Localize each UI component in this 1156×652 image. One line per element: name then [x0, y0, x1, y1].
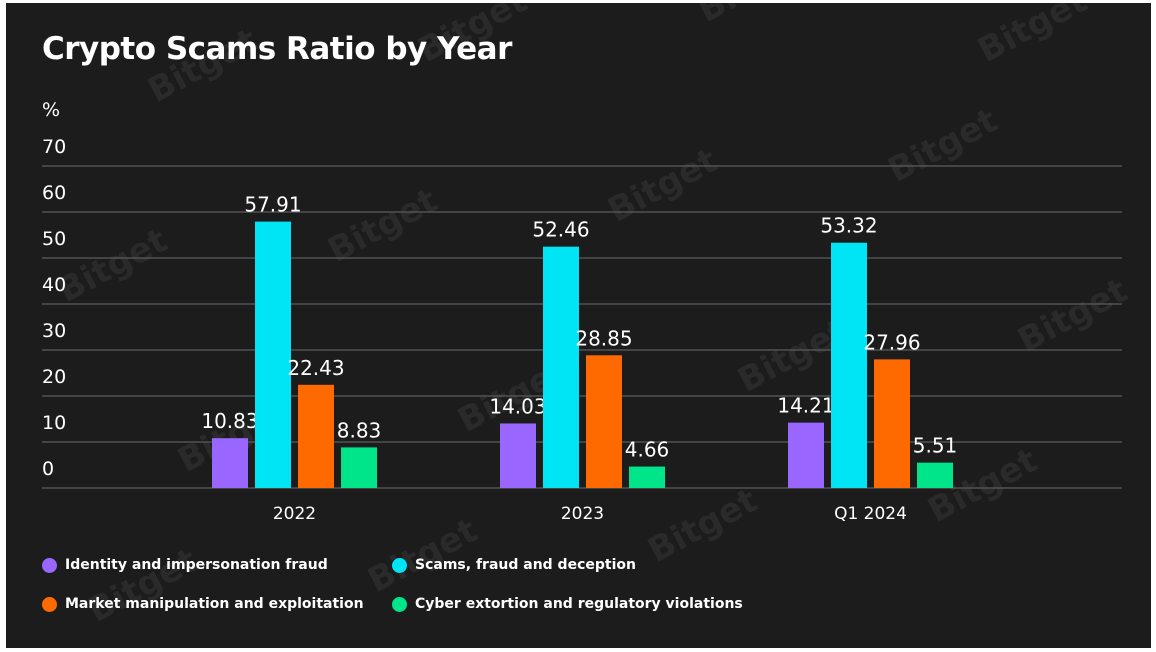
legend-label: Scams, fraud and deception [415, 557, 636, 573]
bar [831, 242, 867, 488]
bar [212, 438, 248, 488]
bar [586, 355, 622, 488]
legend-swatch [42, 557, 57, 573]
legend-label: Cyber extortion and regulatory violation… [415, 596, 743, 612]
data-label: 53.32 [820, 214, 877, 238]
y-tick-label: 20 [42, 366, 66, 388]
data-label: 10.83 [201, 409, 258, 433]
data-label: 4.66 [625, 438, 670, 462]
bar [341, 447, 377, 488]
chart-title: Crypto Scams Ratio by Year [42, 31, 512, 67]
bar [255, 221, 291, 488]
y-tick-label: 10 [42, 412, 66, 434]
y-tick-label: 70 [42, 136, 66, 158]
legend-item: Cyber extortion and regulatory violation… [392, 593, 743, 615]
legend-item: Market manipulation and exploitation [42, 593, 364, 615]
legend-label: Identity and impersonation fraud [65, 557, 328, 573]
data-label: 28.85 [575, 326, 632, 350]
y-tick-label: 60 [42, 182, 66, 204]
bar [788, 422, 824, 488]
y-tick-label: 40 [42, 274, 66, 296]
bar-chart: % 0 10 20 30 40 50 60 70 10.83 57.91 22.43 8.83 2022 1… [42, 99, 1122, 524]
legend-swatch [392, 596, 407, 612]
y-tick-label: 50 [42, 228, 66, 250]
bar [500, 423, 536, 488]
bar [629, 466, 665, 488]
y-axis-unit: % [42, 99, 60, 121]
data-label: 8.83 [337, 418, 382, 442]
y-tick-label: 0 [42, 458, 54, 480]
data-label: 22.43 [287, 356, 344, 380]
legend-swatch [42, 596, 57, 612]
bar [298, 384, 334, 488]
legend-item: Scams, fraud and deception [392, 554, 636, 576]
data-label: 57.91 [244, 193, 301, 217]
x-tick-label: Q1 2024 [834, 504, 907, 524]
bar [543, 246, 579, 488]
legend-swatch [392, 557, 407, 573]
data-label: 14.03 [489, 394, 546, 418]
chart-frame: Bitget Bitget Bitget Bitget Bitget Bitget Bitg… [6, 3, 1151, 648]
data-label: 27.96 [863, 330, 920, 354]
legend-label: Market manipulation and exploitation [65, 596, 364, 612]
x-tick-label: 2022 [273, 504, 316, 524]
legend-item: Identity and impersonation fraud [42, 554, 328, 576]
bar [874, 359, 910, 488]
data-label: 52.46 [532, 218, 589, 242]
bar [917, 462, 953, 488]
legend: Identity and impersonation fraud Scams, f… [42, 554, 802, 634]
x-tick-label: 2023 [561, 504, 604, 524]
data-label: 14.21 [777, 394, 834, 418]
y-tick-label: 30 [42, 320, 66, 342]
data-label: 5.51 [913, 434, 958, 458]
